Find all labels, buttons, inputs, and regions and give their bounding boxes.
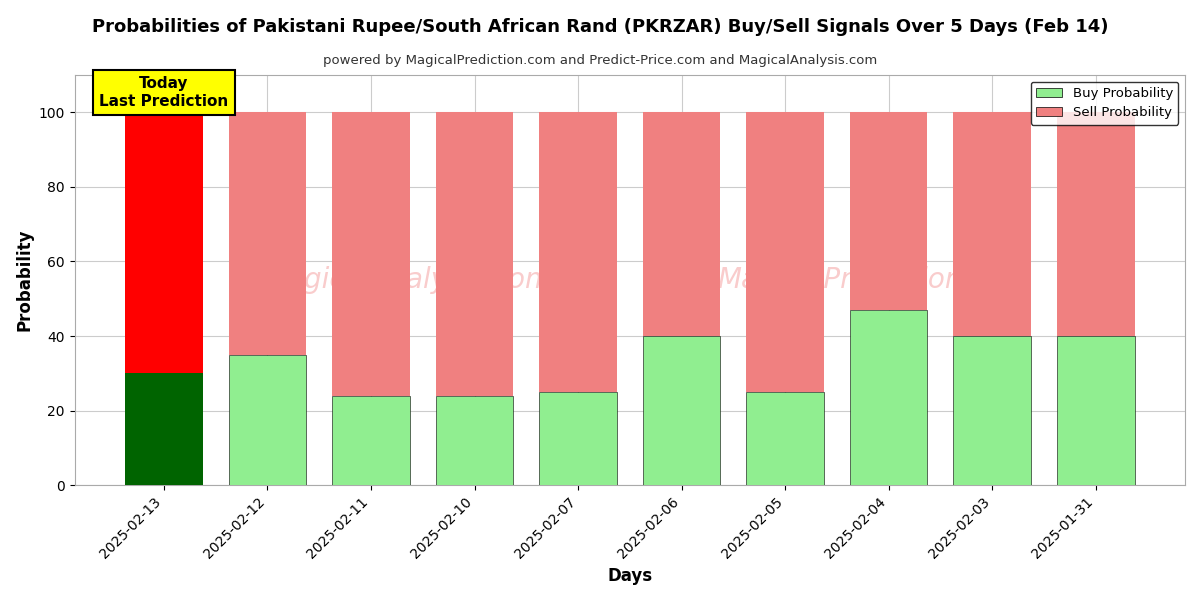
Bar	[539, 392, 617, 485]
Text: MagicalAnalysis.com: MagicalAnalysis.com	[263, 266, 552, 294]
Bar	[125, 373, 203, 485]
Bar	[332, 396, 410, 485]
Legend: Buy Probability, Sell Probability: Buy Probability, Sell Probability	[1031, 82, 1178, 125]
Y-axis label: Probability: Probability	[16, 229, 34, 331]
Bar	[953, 112, 1031, 336]
X-axis label: Days: Days	[607, 567, 653, 585]
Bar	[229, 355, 306, 485]
Text: powered by MagicalPrediction.com and Predict-Price.com and MagicalAnalysis.com: powered by MagicalPrediction.com and Pre…	[323, 54, 877, 67]
Bar	[643, 336, 720, 485]
Bar	[332, 112, 410, 396]
Bar	[850, 310, 928, 485]
Bar	[643, 112, 720, 336]
Bar	[436, 112, 514, 396]
Bar	[746, 392, 824, 485]
Bar	[850, 112, 928, 310]
Bar	[746, 112, 824, 392]
Bar	[436, 396, 514, 485]
Text: Today
Last Prediction: Today Last Prediction	[100, 76, 228, 109]
Text: Probabilities of Pakistani Rupee/South African Rand (PKRZAR) Buy/Sell Signals Ov: Probabilities of Pakistani Rupee/South A…	[91, 18, 1109, 36]
Bar	[1057, 112, 1134, 336]
Bar	[229, 112, 306, 355]
Text: MagicalPrediction.com: MagicalPrediction.com	[718, 266, 1031, 294]
Bar	[539, 112, 617, 392]
Bar	[953, 336, 1031, 485]
Bar	[125, 112, 203, 373]
Bar	[1057, 336, 1134, 485]
